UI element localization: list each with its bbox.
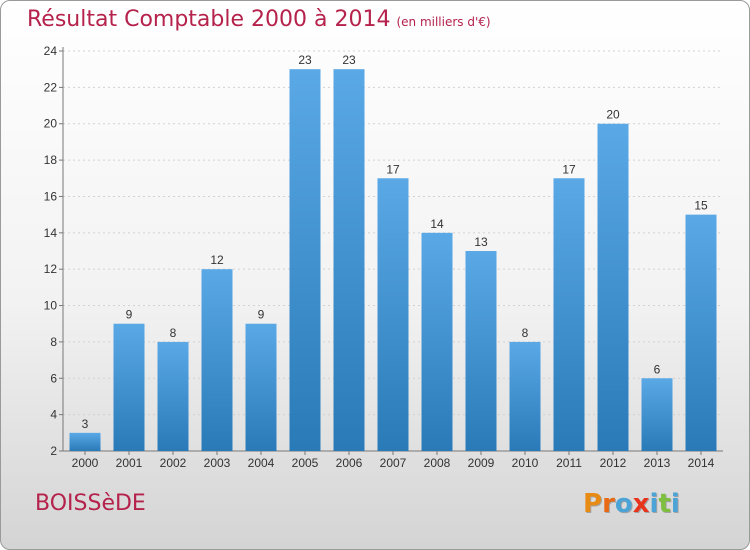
bar bbox=[553, 178, 585, 452]
x-tick-label: 2014 bbox=[688, 456, 715, 470]
logo-letter: o bbox=[614, 489, 633, 519]
data-label: 3 bbox=[82, 417, 89, 431]
data-label: 17 bbox=[562, 162, 576, 176]
chart-subtitle: (en milliers d'€) bbox=[396, 15, 491, 29]
x-tick-label: 2005 bbox=[292, 456, 319, 470]
x-tick-label: 2001 bbox=[116, 456, 143, 470]
data-label: 9 bbox=[258, 308, 265, 322]
y-tick-label: 2 bbox=[50, 444, 57, 458]
bar bbox=[465, 251, 497, 451]
x-tick-label: 2010 bbox=[512, 456, 539, 470]
y-tick-label: 8 bbox=[50, 335, 57, 349]
data-label: 23 bbox=[342, 53, 356, 67]
bar bbox=[685, 214, 717, 451]
data-label: 23 bbox=[298, 53, 312, 67]
bar bbox=[289, 69, 321, 451]
x-tick-label: 2006 bbox=[336, 456, 363, 470]
commune-name: BOISSèDE bbox=[35, 491, 146, 516]
x-tick-label: 2004 bbox=[248, 456, 275, 470]
y-tick-label: 16 bbox=[44, 189, 58, 203]
logo-letter: i bbox=[670, 489, 680, 519]
x-tick-label: 2011 bbox=[556, 456, 582, 470]
data-label: 12 bbox=[210, 253, 224, 267]
x-tick-labels: 2000 2001 2002 2003 2004 2005 2006 2007 2008 2009… bbox=[72, 456, 715, 470]
y-tick-label: 24 bbox=[44, 44, 58, 58]
data-label: 8 bbox=[170, 326, 177, 340]
data-label: 17 bbox=[386, 162, 400, 176]
bar bbox=[333, 69, 365, 451]
bar bbox=[201, 269, 233, 451]
bar bbox=[245, 323, 277, 451]
bar bbox=[69, 432, 101, 451]
data-label: 13 bbox=[474, 235, 488, 249]
logo-letter: i bbox=[649, 489, 659, 519]
bar bbox=[597, 123, 629, 452]
y-tick-label: 14 bbox=[44, 226, 58, 240]
bar bbox=[421, 232, 453, 451]
x-tick-label: 2012 bbox=[600, 456, 627, 470]
x-tick-label: 2000 bbox=[72, 456, 99, 470]
x-tick-label: 2007 bbox=[380, 456, 407, 470]
logo-letter: x bbox=[632, 489, 650, 519]
x-tick-label: 2002 bbox=[160, 456, 187, 470]
data-label: 8 bbox=[522, 326, 529, 340]
x-tick-label: 2003 bbox=[204, 456, 231, 470]
bars bbox=[69, 69, 717, 452]
bar bbox=[157, 341, 189, 451]
logo-letter: P bbox=[583, 489, 603, 519]
x-tick-label: 2009 bbox=[468, 456, 495, 470]
data-label: 20 bbox=[606, 108, 620, 122]
logo-letter: t bbox=[658, 489, 671, 519]
x-tick-label: 2008 bbox=[424, 456, 451, 470]
y-tick-label: 6 bbox=[50, 371, 57, 385]
bar bbox=[509, 341, 541, 451]
y-tick-label: 4 bbox=[50, 408, 57, 422]
y-tick-label: 20 bbox=[44, 117, 58, 131]
chart-title-text: Résultat Comptable 2000 à 2014 bbox=[27, 7, 391, 32]
y-tick-label: 22 bbox=[44, 80, 58, 94]
x-tick-label: 2013 bbox=[644, 456, 671, 470]
y-tick-label: 12 bbox=[44, 262, 58, 276]
data-label: 6 bbox=[654, 362, 661, 376]
bar bbox=[113, 323, 145, 451]
data-label: 14 bbox=[430, 217, 444, 231]
proxiti-logo: Proxiti bbox=[583, 489, 680, 519]
data-label: 9 bbox=[126, 308, 133, 322]
data-labels: 3 9 8 12 9 23 23 17 14 13 8 17 20 6 15 bbox=[82, 53, 708, 431]
data-label: 15 bbox=[694, 199, 708, 213]
bar bbox=[641, 378, 673, 451]
bar bbox=[377, 178, 409, 452]
logo-letter: r bbox=[602, 489, 615, 519]
chart-title: Résultat Comptable 2000 à 2014 (en millie… bbox=[27, 7, 491, 32]
y-tick-label: 18 bbox=[44, 153, 58, 167]
y-tick-label: 10 bbox=[44, 299, 58, 313]
